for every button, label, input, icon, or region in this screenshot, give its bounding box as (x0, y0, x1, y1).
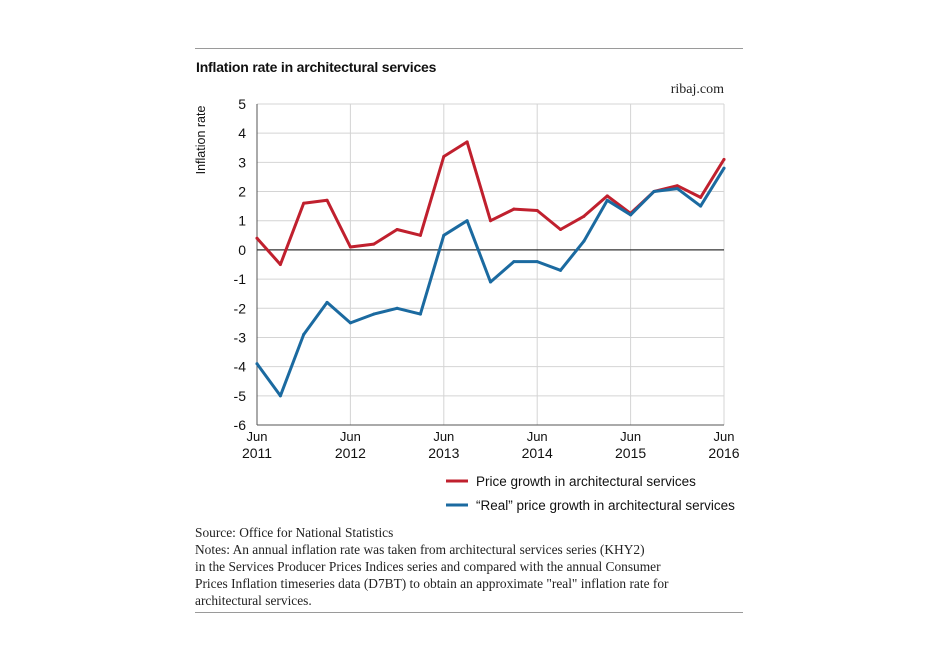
data-point (722, 157, 726, 161)
data-point (489, 280, 492, 284)
x-tick-label: 2014 (522, 445, 553, 461)
data-point (278, 394, 282, 398)
data-point (675, 187, 679, 191)
series-line-price-growth (255, 140, 726, 266)
top-rule (195, 48, 743, 49)
data-point (582, 239, 586, 243)
data-point (699, 195, 703, 199)
source-line: Source: Office for National Statistics (195, 525, 394, 540)
x-tick-label: 2015 (615, 445, 646, 461)
y-tick-label: 2 (238, 184, 246, 200)
x-tick-label: Jun (714, 429, 735, 444)
data-point (255, 362, 259, 366)
x-tick-label: 2012 (335, 445, 366, 461)
legend-label: Price growth in architectural services (476, 474, 696, 489)
data-point (722, 166, 726, 170)
data-point (442, 155, 446, 159)
data-point (348, 321, 352, 325)
x-tick-label: 2013 (428, 445, 459, 461)
x-tick-label: Jun (247, 429, 268, 444)
data-point (535, 209, 539, 213)
y-tick-label: 1 (238, 213, 246, 229)
data-point (348, 245, 352, 249)
data-point (418, 312, 422, 316)
x-tick-label: Jun (527, 429, 548, 444)
x-tick-label: Jun (340, 429, 361, 444)
y-tick-label: 0 (238, 242, 246, 258)
notes-line: architectural services. (195, 593, 312, 608)
data-point (442, 233, 446, 237)
data-point (675, 184, 679, 188)
source-credit: ribaj.com (670, 82, 724, 97)
data-point (302, 201, 306, 205)
notes-line: in the Services Producer Prices Indices … (195, 559, 661, 574)
bottom-rule (195, 612, 743, 613)
x-tick-label: Jun (433, 429, 454, 444)
data-point (278, 263, 282, 266)
data-point (605, 194, 609, 198)
y-tick-label: -6 (234, 417, 247, 433)
x-tick-label: 2016 (708, 445, 739, 461)
data-point (512, 207, 516, 211)
data-point (559, 227, 563, 231)
data-point (535, 260, 539, 264)
data-point (395, 227, 399, 231)
y-tick-label: -1 (234, 271, 247, 287)
data-point (489, 219, 492, 223)
y-tick-label: 3 (238, 154, 246, 170)
y-tick-label: -3 (234, 329, 247, 345)
notes-line: Prices Inflation timeseries data (D7BT) … (195, 576, 669, 591)
data-point (325, 198, 329, 202)
data-point (372, 312, 376, 316)
x-tick-label: 2011 (242, 445, 272, 461)
data-point (605, 198, 609, 202)
y-axis-label: Inflation rate (194, 106, 208, 175)
data-point (372, 242, 376, 246)
data-point (512, 260, 516, 264)
y-tick-label: 4 (238, 125, 246, 141)
data-point (699, 204, 703, 208)
y-tick-label: -5 (234, 388, 247, 404)
data-point (559, 268, 563, 272)
x-tick-label: Jun (620, 429, 641, 444)
chart-title: Inflation rate in architectural services (196, 59, 437, 75)
data-point (465, 140, 469, 144)
y-tick-label: -2 (234, 300, 247, 316)
data-point (418, 233, 422, 237)
data-point (255, 236, 259, 240)
data-point (395, 306, 399, 310)
data-point (652, 190, 656, 194)
notes-line: Notes: An annual inflation rate was take… (195, 542, 645, 557)
data-point (465, 219, 469, 223)
data-point (325, 300, 329, 304)
notes-block: Source: Office for National Statistics N… (195, 524, 755, 609)
y-tick-label: -4 (234, 359, 247, 375)
legend-label: “Real” price growth in architectural ser… (476, 498, 735, 513)
y-tick-label: 5 (238, 96, 246, 112)
data-point (582, 214, 586, 218)
data-point (629, 213, 633, 217)
data-point (302, 333, 306, 337)
